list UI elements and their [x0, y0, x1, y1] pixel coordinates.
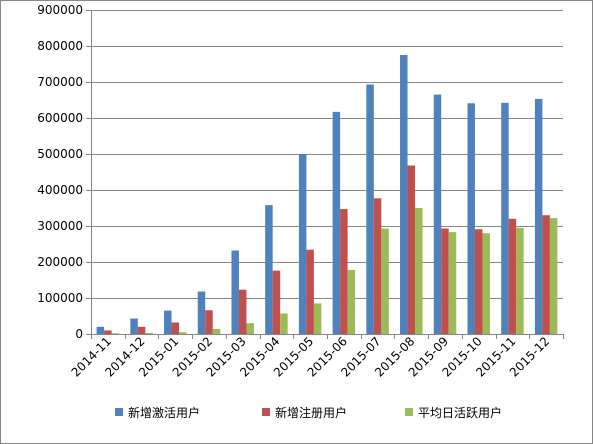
bar — [373, 198, 382, 334]
legend-label: 平均日活跃用户 — [418, 405, 502, 420]
bar — [130, 318, 138, 334]
bar — [96, 326, 105, 334]
bar — [366, 84, 374, 335]
bar — [197, 291, 206, 334]
bar — [171, 322, 180, 334]
bar — [265, 205, 273, 334]
legend-swatch — [405, 408, 413, 416]
bar — [474, 229, 483, 334]
y-tick-label: 800000 — [37, 39, 83, 53]
bar — [415, 208, 423, 334]
bar — [111, 333, 120, 334]
bar — [306, 249, 314, 334]
bar — [433, 94, 442, 334]
bar — [298, 154, 307, 334]
y-tick-label: 400000 — [37, 183, 83, 197]
bars — [96, 55, 558, 335]
bar — [212, 328, 221, 334]
y-tick-label: 600000 — [37, 111, 83, 125]
bar — [179, 332, 187, 334]
bar — [164, 310, 172, 334]
bar — [145, 332, 153, 334]
bar — [448, 232, 457, 334]
y-tick-label: 100000 — [37, 291, 83, 305]
bar — [542, 215, 550, 334]
axes — [86, 10, 564, 339]
bar — [246, 323, 254, 334]
bar — [407, 165, 416, 334]
bar — [516, 227, 524, 334]
bar — [137, 326, 146, 334]
y-tick-label: 900000 — [37, 3, 83, 17]
bar — [534, 98, 543, 334]
y-tick-label: 200000 — [37, 255, 83, 269]
bar — [332, 111, 341, 334]
bar — [280, 313, 288, 334]
legend: 新增激活用户 新增注册用户 平均日活跃用户 — [115, 405, 502, 420]
bar — [231, 250, 239, 334]
y-tick-label: 500000 — [37, 147, 83, 161]
bar — [272, 270, 281, 334]
y-tick-label: 0 — [75, 327, 83, 341]
legend-swatch — [262, 408, 270, 416]
legend-label: 新增激活用户 — [128, 405, 200, 420]
bar — [400, 55, 408, 334]
bar — [549, 218, 558, 334]
bar — [340, 209, 348, 334]
y-tick-labels: 0 100000 200000 300000 400000 500000 600000 700… — [37, 3, 83, 341]
bar — [313, 303, 322, 334]
bar — [501, 102, 509, 334]
bar — [347, 269, 356, 334]
bar — [508, 218, 517, 334]
bar — [104, 330, 112, 334]
bar — [467, 103, 475, 335]
y-tick-label: 700000 — [37, 75, 83, 89]
bar — [441, 228, 449, 334]
bar — [238, 289, 247, 334]
y-tick-label: 300000 — [37, 219, 83, 233]
bar — [482, 233, 490, 334]
bar — [381, 228, 389, 334]
legend-swatch — [115, 408, 123, 416]
bar — [205, 310, 213, 334]
legend-label: 新增注册用户 — [275, 405, 347, 420]
